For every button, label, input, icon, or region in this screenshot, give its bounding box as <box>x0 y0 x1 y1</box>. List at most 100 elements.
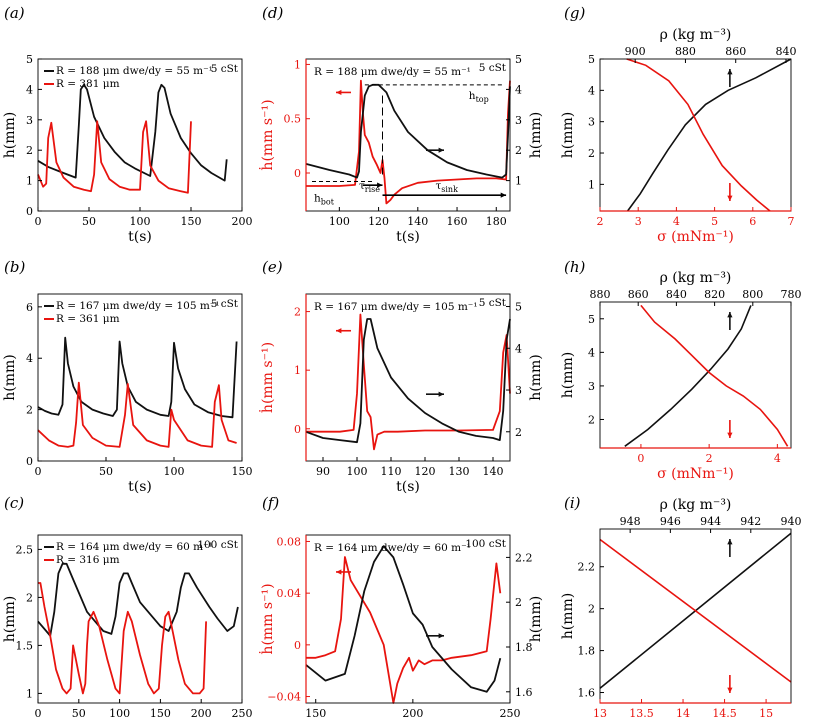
y-axis-label: h(mm) <box>560 112 576 159</box>
y-left-axis-label: ḣ(mm s⁻¹) <box>258 342 276 413</box>
series-line-red <box>640 304 789 447</box>
y-tick-label: 3 <box>26 114 33 127</box>
y-right-axis-label: h(mm) <box>528 112 544 159</box>
y-tick-label: 2 <box>588 413 595 426</box>
x-tick-label: 100 <box>130 215 151 228</box>
series-line-black <box>305 545 502 693</box>
x-top-tick-label: 860 <box>725 45 746 58</box>
panel-d: (d) 100 120 140 160 180 0 0.5 1 1 2 3 4 5 t(s) ḣ(mm s⁻¹… <box>258 4 544 245</box>
left-axis-arrow-head <box>336 569 342 575</box>
x-tick-label: 120 <box>368 215 389 228</box>
x-top-tick-label: 820 <box>704 288 725 301</box>
y-axis-label: h(mm) <box>2 112 18 159</box>
x-tick-label: 2 <box>597 215 604 228</box>
panel-e: (e) 90 100 110 120 130 140 0 1 2 2 3 4 5 t(s) ḣ(mm s⁻¹)… <box>258 258 544 495</box>
axes-frame <box>305 534 511 704</box>
x-tick-label: 50 <box>72 707 86 720</box>
x-tick-label: 140 <box>407 215 428 228</box>
y-right-tick-label: 2 <box>515 596 522 609</box>
series-line-red <box>38 582 207 695</box>
x-tick-label: 150 <box>181 215 202 228</box>
x-top-tick-label: 880 <box>675 45 696 58</box>
right-axis-arrow-head <box>438 633 444 639</box>
axes-frame <box>599 58 792 212</box>
x-tick-label: 150 <box>150 707 171 720</box>
bottom-axis-arrow-head <box>727 432 733 438</box>
y-right-tick-label: 2.2 <box>515 551 533 564</box>
series-line-black <box>624 305 752 447</box>
y-axis-label: h(mm) <box>560 352 576 399</box>
x-tick-label: 13.5 <box>629 707 654 720</box>
x-top-tick-label: 940 <box>781 515 802 528</box>
y-tick-label: 5 <box>588 53 595 66</box>
legend-entry: R = 164 μm dwe/dy = 60 m⁻¹ <box>314 542 471 554</box>
series-line-red <box>306 79 511 205</box>
x-tick-label: 160 <box>447 215 468 228</box>
viscosity-label: 5 cSt <box>211 298 239 310</box>
x-axis-label: t(s) <box>396 479 420 495</box>
y-tick-label: 0 <box>26 455 33 468</box>
x-tick-label: 250 <box>500 707 521 720</box>
x-axis-label: t(s) <box>128 479 152 495</box>
series-line-red <box>37 381 237 448</box>
top-axis-arrow-head <box>727 69 733 75</box>
top-axis-arrow-head <box>727 539 733 545</box>
x-top-tick-label: 860 <box>628 288 649 301</box>
viscosity-label: 5 cSt <box>211 63 239 75</box>
y-tick-label: 2 <box>26 591 33 604</box>
y-tick-label: 2 <box>26 144 33 157</box>
y-tick-label: 4 <box>588 84 595 97</box>
axes-frame <box>599 528 792 704</box>
y-right-tick-label: 1.6 <box>515 686 533 699</box>
x-tick-label: 0 <box>35 215 42 228</box>
y-tick-label: 6 <box>26 301 33 314</box>
legend-entry: R = 167 μm dwe/dy = 105 m⁻¹ <box>56 300 220 312</box>
y-tick-label: 1 <box>26 687 33 700</box>
x-tick-label: 120 <box>415 465 436 478</box>
y-tick-label: 1 <box>26 175 33 188</box>
y-tick-label: 1.6 <box>578 687 596 700</box>
y-tick-label: 4 <box>26 352 33 365</box>
bottom-axis-arrow-head <box>727 195 733 201</box>
x-tick-label: 13 <box>593 707 607 720</box>
legend-entry: R = 167 μm dwe/dy = 105 m⁻¹ <box>314 301 478 313</box>
series-line-red <box>599 538 792 683</box>
x-tick-label: 110 <box>381 465 402 478</box>
x-tick-label: 50 <box>99 465 113 478</box>
x-tick-label: 5 <box>711 215 718 228</box>
x-tick-label: 150 <box>305 707 326 720</box>
y-right-tick-label: 3 <box>515 114 522 127</box>
y-right-tick-label: 2 <box>515 426 522 439</box>
x-top-tick-label: 942 <box>740 515 761 528</box>
series-line-red <box>626 58 771 212</box>
y-left-axis-label: ḣ(mm s⁻¹) <box>258 583 276 654</box>
y-tick-label: 2.5 <box>16 543 34 556</box>
x-tick-label: 100 <box>109 707 130 720</box>
y-right-tick-label: 5 <box>515 53 522 66</box>
viscosity-label: 5 cSt <box>479 297 507 309</box>
x-tick-label: 15 <box>759 707 773 720</box>
y-tick-label: 2 <box>294 306 301 319</box>
x-tick-label: 130 <box>449 465 470 478</box>
y-tick-label: 0 <box>26 205 33 218</box>
x-top-axis-label: ρ (kg m⁻³) <box>660 497 732 513</box>
x-axis-label: t(s) <box>128 229 152 245</box>
y-tick-label: 5 <box>26 53 33 66</box>
panel-h: (h) 0 2 4 880 860 840 820 800 780 2 3 4 5 σ (mNm⁻¹) ρ (… <box>560 258 802 482</box>
x-axis-label: t(s) <box>396 229 420 245</box>
panel-label: (e) <box>262 258 283 276</box>
y-tick-label: 0.08 <box>277 535 302 548</box>
tau-rise-label: τrise <box>359 180 380 194</box>
tau-sink-label: τsink <box>435 180 458 194</box>
left-axis-arrow-head <box>336 328 342 334</box>
y-tick-label: 2 <box>588 147 595 160</box>
panel-i: (i) 13 13.5 14 14.5 15 948 946 944 942 940 1.6 1.8 2 2… <box>560 494 802 720</box>
x-tick-label: 14 <box>676 707 690 720</box>
axes-frame <box>37 293 243 462</box>
y-right-tick-label: 4 <box>515 83 522 96</box>
x-top-tick-label: 946 <box>660 515 681 528</box>
x-top-tick-label: 780 <box>781 288 802 301</box>
